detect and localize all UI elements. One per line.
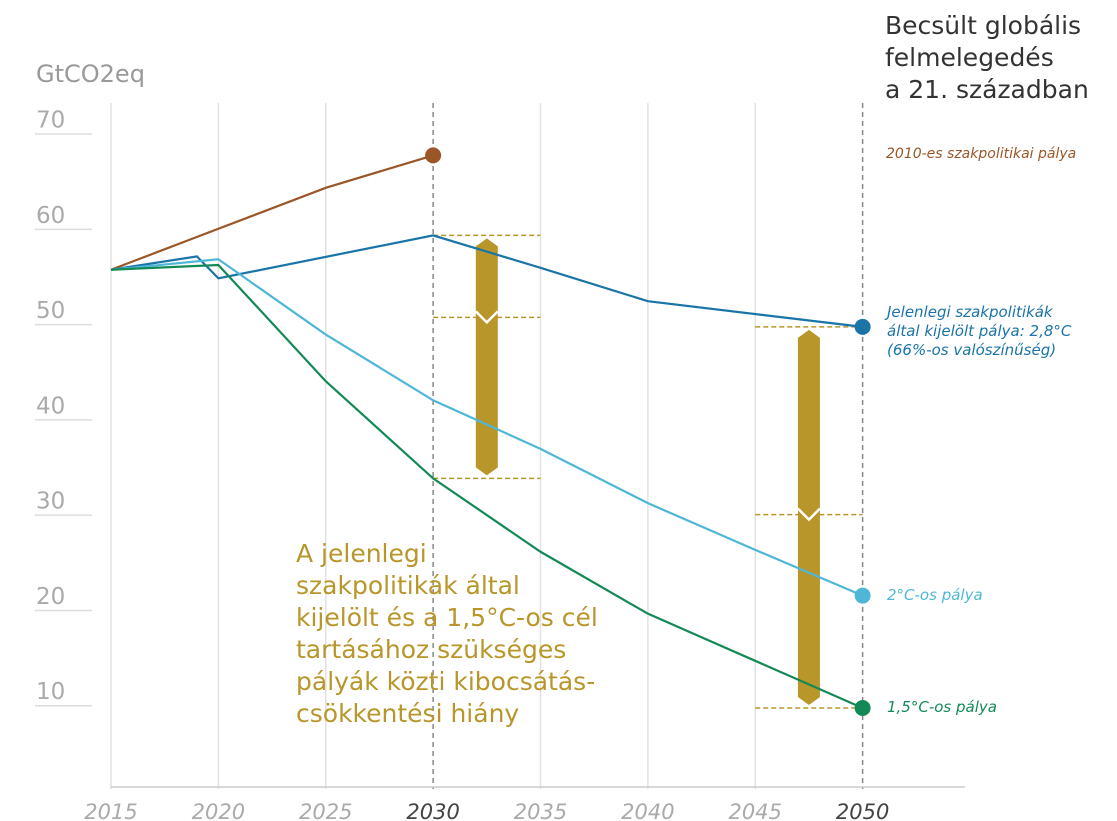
- series-label: 2°C-os pálya: [887, 585, 983, 604]
- y-tick-label: 40: [36, 393, 65, 419]
- series-line: [110, 154, 434, 271]
- title: Becsült globális felmelegedés a 21. száz…: [885, 11, 1089, 104]
- end-dot: [854, 318, 871, 335]
- x-tick-label: 2040: [621, 800, 674, 821]
- end-dot: [854, 700, 871, 717]
- y-tick-label: 70: [36, 108, 65, 134]
- y-tick-label: 20: [36, 584, 65, 610]
- x-tick-label: 2050: [836, 800, 889, 821]
- x-tick-label: 2035: [514, 800, 567, 821]
- gap-bar: [475, 238, 498, 476]
- series-line: [110, 258, 864, 597]
- y-tick-label: 60: [36, 203, 65, 229]
- series-line: [110, 234, 863, 328]
- end-dot: [854, 587, 871, 604]
- y-tick-label: 50: [36, 298, 65, 324]
- x-tick-label: 2025: [299, 800, 352, 821]
- gap-chevron: [474, 310, 499, 325]
- y-axis-label: GtCO2eq: [36, 60, 145, 88]
- y-tick-label: 10: [36, 679, 65, 705]
- x-tick-label: 2045: [729, 800, 782, 821]
- x-tick-label: 2030: [406, 800, 459, 821]
- series-label: 2010-es szakpolitikai pálya: [886, 146, 1077, 163]
- gap-chevron: [797, 507, 821, 522]
- gap-bar: [797, 329, 820, 706]
- annotation: A jelenlegi szakpolitikák által kijelölt…: [296, 539, 598, 728]
- series-label: 1,5°C-os pálya: [887, 698, 997, 716]
- y-tick-label: 30: [36, 489, 65, 515]
- series-line: [110, 263, 864, 710]
- x-tick-label: 2015: [84, 800, 137, 821]
- x-tick-label: 2020: [192, 800, 245, 821]
- end-dot: [425, 147, 442, 164]
- series-label: Jelenlegi szakpolitikák által kijelölt p…: [887, 302, 1072, 359]
